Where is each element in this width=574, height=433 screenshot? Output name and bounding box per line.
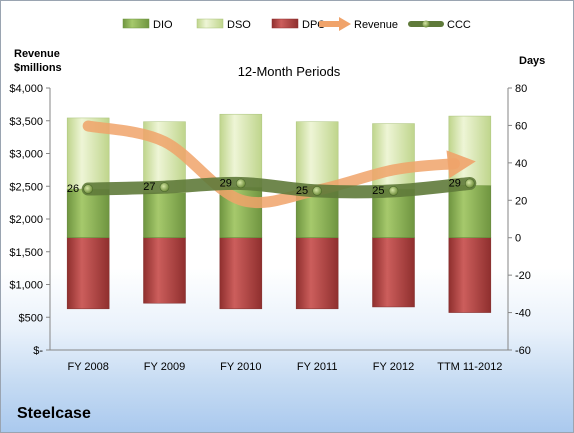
ccc-data-label: 29 xyxy=(449,177,461,189)
bar-dso xyxy=(372,123,415,190)
legend-swatch-dpo xyxy=(271,18,299,29)
ccc-layer: 26 27 29 25 25 29 xyxy=(67,176,477,199)
left-tick-label: $1,000 xyxy=(9,280,43,292)
legend-label-dio: DIO xyxy=(153,19,173,31)
left-tick-label: $3,000 xyxy=(9,149,43,161)
left-tick-label: $4,000 xyxy=(9,83,43,95)
x-tick-label: FY 2012 xyxy=(373,361,414,373)
legend-swatch-ccc xyxy=(408,20,444,28)
bars-layer xyxy=(66,113,492,313)
left-axis-label-line1: Revenue xyxy=(14,48,60,60)
ccc-marker xyxy=(465,178,475,189)
left-tick-label: $- xyxy=(33,345,43,357)
x-tick-label: TTM 11-2012 xyxy=(437,361,502,373)
ccc-data-label: 25 xyxy=(296,185,308,197)
bar-dpo xyxy=(219,237,263,310)
left-tick-label: $1,500 xyxy=(9,247,43,259)
ccc-marker xyxy=(312,186,322,196)
bar-dio xyxy=(143,192,186,238)
left-tick-label: $2,500 xyxy=(9,181,43,193)
right-tick-label: 80 xyxy=(515,83,527,95)
legend-swatch-revenue xyxy=(319,17,351,31)
ccc-marker xyxy=(83,184,93,194)
legend-label-ccc: CCC xyxy=(447,19,471,31)
bar-dpo xyxy=(143,237,186,304)
bar-dpo xyxy=(295,237,339,310)
x-tick-label: FY 2011 xyxy=(297,361,338,373)
bar-dso xyxy=(219,113,263,188)
bar-dso xyxy=(448,115,492,186)
ccc-data-label: 29 xyxy=(220,177,232,189)
revenue-arrowhead xyxy=(446,150,476,179)
ccc-data-label: 26 xyxy=(67,183,79,195)
ccc-marker xyxy=(236,178,246,189)
ccc-line xyxy=(81,176,477,199)
x-tick-label: FY 2008 xyxy=(67,361,108,373)
right-tick-label: 20 xyxy=(515,195,527,207)
legend-swatch-dio xyxy=(122,18,150,29)
bar-dpo xyxy=(448,237,492,313)
bar-dio xyxy=(66,188,110,238)
left-tick-label: $3,500 xyxy=(9,116,43,128)
right-tick-label: 0 xyxy=(515,233,521,245)
right-axis-label: Days xyxy=(519,55,545,67)
x-axis-labels: FY 2008 FY 2009 FY 2010 FY 2011 FY 2012 TTM 1… xyxy=(67,361,502,373)
right-tick-label: 60 xyxy=(515,120,527,132)
ccc-marker xyxy=(159,182,170,192)
right-tick-label: -60 xyxy=(515,345,531,357)
left-axis-ticks: $- $500 $1,000 $1,500 $2,000 $2,500 $3,000 $3,5… xyxy=(9,83,50,357)
left-tick-label: $2,000 xyxy=(9,214,43,226)
chart-title: 12-Month Periods xyxy=(238,64,341,79)
ccc-data-label: 27 xyxy=(143,181,155,193)
right-axis-ticks: -60 -40 -20 0 20 40 60 80 xyxy=(508,83,531,357)
x-tick-label: FY 2010 xyxy=(220,361,261,373)
bar-dpo xyxy=(66,237,110,310)
revenue-layer xyxy=(82,120,476,209)
x-tick-label: FY 2009 xyxy=(144,361,185,373)
left-tick-label: $500 xyxy=(19,312,43,324)
bar-dso xyxy=(295,121,339,192)
left-axis-label-line2: $millions xyxy=(14,62,62,74)
legend-label-revenue: Revenue xyxy=(354,19,398,31)
right-tick-label: -40 xyxy=(515,308,531,320)
bar-dio xyxy=(448,185,492,238)
right-tick-label: -20 xyxy=(515,270,531,282)
company-name: Steelcase xyxy=(17,405,91,422)
ccc-marker xyxy=(388,186,399,196)
bar-dpo xyxy=(372,237,415,308)
legend: DIO DSO DPO Revenue CCC xyxy=(122,17,471,31)
legend-label-dso: DSO xyxy=(227,19,251,31)
right-tick-label: 40 xyxy=(515,158,527,170)
revenue-line xyxy=(82,120,461,209)
ccc-data-label: 25 xyxy=(372,185,384,197)
legend-swatch-dso xyxy=(196,18,224,29)
